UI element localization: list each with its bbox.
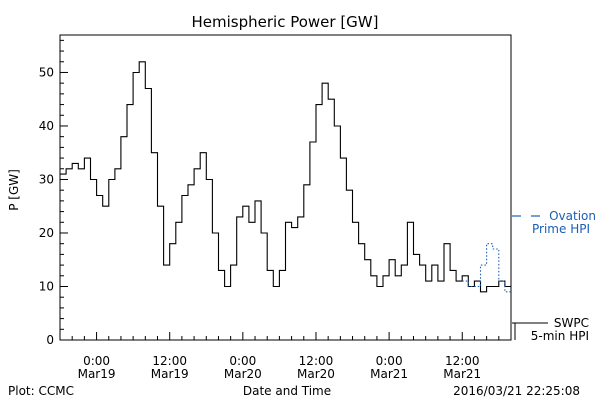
x-tick-date: Mar19 — [78, 367, 116, 381]
y-axis-ticks: 0 10 20 30 40 50 — [39, 39, 68, 347]
chart-title: Hemispheric Power [GW] — [192, 13, 379, 31]
x-axis-ticks: 0:00Mar1912:00Mar190:00Mar2012:00Mar200:… — [59, 332, 512, 381]
y-tick-label: 40 — [39, 119, 54, 133]
x-tick-time: 0:00 — [229, 354, 256, 368]
x-tick-date: Mar20 — [224, 367, 262, 381]
legend-swpc-line1: SWPC — [554, 316, 589, 330]
y-tick-label: 50 — [39, 65, 54, 79]
y-axis-label: P [GW] — [7, 169, 21, 211]
x-tick-date: Mar21 — [443, 367, 481, 381]
plot-credit: Plot: CCMC — [8, 384, 74, 398]
plot-frame — [59, 34, 512, 341]
x-tick-time: 0:00 — [376, 354, 403, 368]
y-tick-label: 30 — [39, 172, 54, 186]
series-line-ovation — [462, 243, 511, 293]
legend-ovation-line1: Ovation — [549, 209, 596, 223]
series-line-swpc — [60, 61, 511, 293]
x-tick-time: 0:00 — [83, 354, 110, 368]
y-tick-label: 0 — [46, 333, 54, 347]
legend-ovation-line2: Prime HPI — [532, 222, 590, 236]
legend-swpc-line2: 5-min HPI — [531, 329, 589, 343]
x-tick-date: Mar21 — [370, 367, 408, 381]
x-tick-date: Mar19 — [151, 367, 189, 381]
x-tick-date: Mar20 — [297, 367, 335, 381]
x-axis-label: Date and Time — [243, 384, 331, 398]
x-tick-time: 12:00 — [299, 354, 334, 368]
y-tick-label: 10 — [39, 279, 54, 293]
x-tick-time: 12:00 — [445, 354, 480, 368]
y-tick-label: 20 — [39, 226, 54, 240]
x-tick-time: 12:00 — [152, 354, 187, 368]
timestamp: 2016/03/21 22:25:08 — [453, 384, 580, 398]
